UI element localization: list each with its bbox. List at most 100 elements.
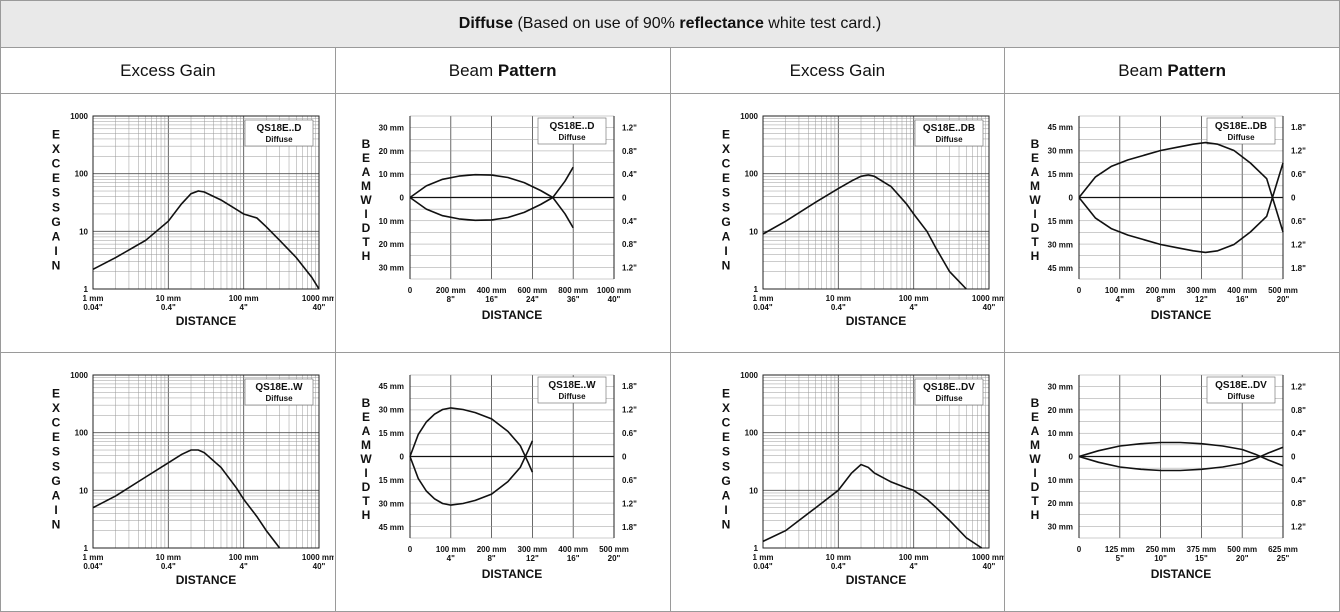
beam-curve (1079, 441, 1284, 467)
y-axis-label-letter: N (721, 258, 730, 272)
y-tick-label: 10 (79, 227, 88, 236)
y-tick-label-left: 15 mm (1048, 170, 1073, 179)
legend-subtitle: Diffuse (265, 135, 293, 144)
y-tick-label: 10 (749, 227, 758, 236)
legend-title: QS18E..DV (1215, 380, 1267, 391)
plot-frame (92, 115, 320, 290)
y-tick-label: 1 (84, 544, 89, 553)
y-axis-label-letter: G (721, 474, 730, 488)
y-tick-label-right: 1.2" (1291, 241, 1306, 250)
legend-title: QS18E..W (255, 382, 303, 393)
x-tick-label: 15" (1195, 554, 1208, 563)
x-tick-label: 20" (607, 554, 620, 563)
x-tick-label: 1 mm (83, 553, 104, 562)
x-tick-label: 16" (1236, 295, 1249, 304)
y-axis-label-letter: E (52, 387, 60, 401)
gain-curve (92, 449, 281, 549)
y-axis-label-letter: D (361, 480, 370, 494)
column-header-excess-gain-1: Excess Gain (0, 47, 336, 94)
x-tick-label: 600 mm (517, 286, 547, 295)
gain-curve (92, 190, 320, 290)
y-axis-label-letter: S (721, 459, 729, 473)
table-title: Diffuse (Based on use of 90% reflectance… (0, 0, 1340, 48)
x-tick-label: 12" (526, 554, 539, 563)
beam-pattern-chart-dv: 30 mm 1.2" 20 mm 0.8" 10 mm 0.4" 0 0 10 mm 0.4" 20… (1030, 374, 1306, 581)
y-tick-label: 1 (753, 285, 758, 294)
cell-beam-w: 45 mm 1.8" 30 mm 1.2" 15 mm 0.6" 0 0 15 mm 0.6" 30… (334, 352, 671, 612)
y-tick-label-left: 15 mm (1048, 217, 1073, 226)
y-axis-label-letter: G (721, 215, 730, 229)
y-axis-label-letter: W (1030, 452, 1042, 466)
y-axis-label-letter: C (721, 157, 730, 171)
y-axis-label-letter: S (52, 445, 60, 459)
y-axis-label-letter: N (721, 517, 730, 531)
y-tick-label-right: 1.2" (1291, 522, 1306, 531)
column-header-beam-pattern-2: Beam Pattern (1004, 47, 1340, 94)
y-axis-label-letter: I (1034, 466, 1037, 480)
legend-title: QS18E..W (548, 380, 596, 391)
y-tick-label-left: 45 mm (1048, 123, 1073, 132)
y-axis-label-letter: A (721, 488, 730, 502)
y-tick-label-left: 45 mm (378, 382, 403, 391)
legend-title: QS18E..DB (1215, 121, 1267, 132)
y-tick-label-right: 1.8" (1291, 123, 1306, 132)
x-tick-label: 100 mm (1105, 286, 1135, 295)
y-tick-label: 1000 (740, 112, 758, 121)
x-tick-label: 100 mm (229, 553, 259, 562)
x-tick-label: 0.04" (83, 562, 103, 571)
x-tick-label: 40" (313, 303, 326, 312)
x-tick-label: 4" (1116, 295, 1124, 304)
x-tick-label: 10" (1154, 554, 1167, 563)
x-tick-label: 1 mm (752, 553, 773, 562)
y-axis-label-letter: E (721, 128, 729, 142)
y-tick-label-left: 20 mm (1048, 499, 1073, 508)
legend-subtitle: Diffuse (935, 135, 963, 144)
y-axis-label-letter: A (1031, 165, 1040, 179)
y-axis-label-letter: N (52, 258, 61, 272)
y-tick-label-right: 0.4" (1291, 476, 1306, 485)
y-tick-label-right: 0.8" (1291, 499, 1306, 508)
y-axis-label-letter: I (1034, 207, 1037, 221)
y-tick-label-right: 0.6" (622, 429, 637, 438)
y-tick-label-right: 0.4" (1291, 429, 1306, 438)
legend-box (244, 378, 314, 406)
x-axis-label: DISTANCE (176, 314, 236, 328)
x-tick-label: 8" (487, 554, 495, 563)
y-tick-label: 100 (75, 429, 89, 438)
legend-box (914, 378, 983, 406)
y-axis-label-letter: E (721, 430, 729, 444)
excess-gain-chart-db: 1000 100 10 11 mm0.04" 10 mm0.4" 100 mm4" 1000… (721, 112, 1004, 328)
plot-frame (762, 374, 989, 549)
beam-curve (409, 166, 574, 222)
x-tick-label: 100 mm (898, 294, 928, 303)
x-tick-label: 500 mm (1228, 545, 1258, 554)
y-tick-label-left: 10 mm (1048, 476, 1073, 485)
legend-box (537, 376, 607, 404)
x-tick-label: 10 mm (825, 294, 850, 303)
y-tick-label-left: 45 mm (378, 523, 403, 532)
y-tick-label-right: 0.4" (622, 170, 637, 179)
x-tick-label: 0.04" (753, 562, 773, 571)
x-axis-label: DISTANCE (1151, 308, 1211, 322)
y-tick-label-left: 0 (399, 194, 404, 203)
legend-box (537, 117, 607, 145)
title-mid: (Based on use of 90% (513, 15, 680, 32)
cell-gain-d: 1000 100 10 1 1 mm 0.04" 10 mm 0.4" 100 mm 4" 1000… (0, 93, 336, 353)
column-header-beam-pattern-1: Beam Pattern (334, 47, 671, 94)
beam-pattern-chart-d: 30 mm 1.2" 20 mm 0.8" 10 mm 0.4" 0 0 10 mm 0.4" 20… (360, 115, 637, 322)
x-tick-label: 500 mm (599, 545, 629, 554)
y-axis-label-letter: E (721, 171, 729, 185)
y-tick-label-left: 30 mm (1048, 522, 1073, 531)
column-header-excess-gain-2: Excess Gain (669, 47, 1006, 94)
y-tick-label-left: 30 mm (378, 263, 403, 272)
y-tick-label-left: 30 mm (378, 500, 403, 509)
x-tick-label: 16" (567, 554, 580, 563)
y-tick-label-right: 1.2" (1291, 146, 1306, 155)
x-tick-label: 0 (408, 545, 413, 554)
x-tick-label: 0.4" (161, 562, 176, 571)
cell-beam-d: 30 mm 1.2" 20 mm 0.8" 10 mm 0.4" 0 0 10 mm 0.4" 20… (334, 93, 671, 353)
x-tick-label: 0.04" (83, 303, 103, 312)
y-axis-label-letter: S (721, 200, 729, 214)
y-tick-label-left: 30 mm (1048, 241, 1073, 250)
